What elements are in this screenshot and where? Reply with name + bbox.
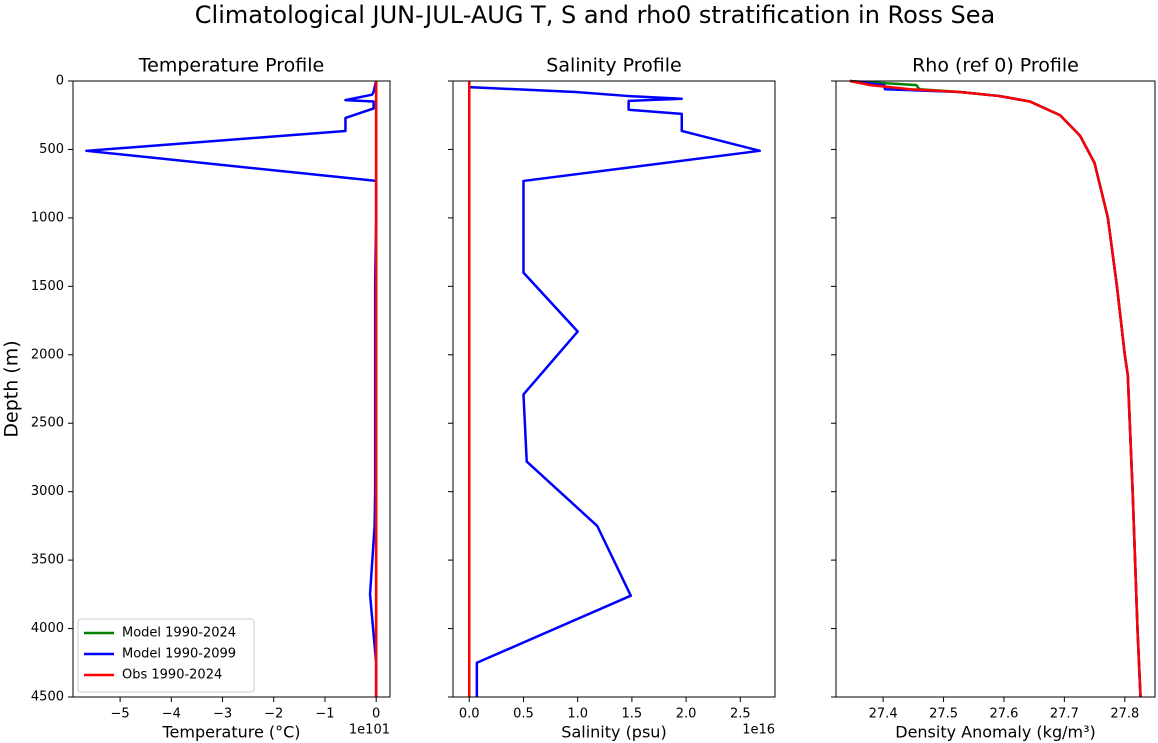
x-axis-label: Temperature (°C) (161, 723, 300, 742)
x-tick-label: 2.5 (730, 707, 751, 722)
x-axis-label: Density Anomaly (kg/m³) (895, 723, 1095, 742)
x-tick-label: 2.0 (676, 707, 697, 722)
x-tick-label: 0 (372, 707, 380, 722)
plot-frame (452, 80, 776, 698)
y-axis-label: Depth (m) (1, 340, 23, 437)
legend-label: Model 1990-2099 (122, 647, 236, 662)
subplot-title: Salinity Profile (546, 55, 681, 77)
y-tick-label: 500 (39, 142, 64, 157)
x-tick-label: 27.4 (869, 707, 898, 722)
x-tick-label: −4 (162, 707, 181, 722)
x-tick-label: 0.0 (459, 707, 480, 722)
plot-frame (72, 80, 391, 698)
legend-label: Model 1990-2024 (122, 626, 236, 641)
plot-frame (835, 80, 1156, 698)
subplot-title: Rho (ref 0) Profile (912, 55, 1079, 77)
y-tick-label: 4500 (31, 690, 64, 705)
y-tick-label: 0 (56, 74, 64, 89)
x-tick-label: 27.7 (1050, 707, 1079, 722)
subplot-title: Temperature Profile (138, 55, 324, 77)
x-tick-label: 27.5 (929, 707, 958, 722)
x-tick-label: 27.6 (989, 707, 1018, 722)
figure-title: Climatological JUN-JUL-AUG T, S and rho0… (195, 1, 995, 29)
y-tick-label: 3000 (31, 484, 64, 499)
y-tick-label: 3500 (31, 553, 64, 568)
y-tick-label: 4000 (31, 621, 64, 636)
x-tick-label: 1.0 (567, 707, 588, 722)
y-tick-label: 2000 (31, 347, 64, 362)
x-tick-label: 0.5 (513, 707, 534, 722)
legend-label: Obs 1990-2024 (122, 668, 222, 683)
series-line (85, 80, 378, 697)
x-tick-label: 27.8 (1110, 707, 1139, 722)
legend-box (77, 618, 255, 693)
legend: Model 1990-2024 Model 1990-2099 Obs 1990-2… (77, 618, 255, 693)
y-tick-label: 1500 (31, 279, 64, 294)
x-tick-label: −1 (315, 707, 334, 722)
y-tick-label: 1000 (31, 210, 64, 225)
series-line (468, 81, 762, 697)
x-axis-label: Salinity (psu) (561, 723, 666, 742)
series-line (849, 79, 1142, 698)
x-tick-label: −3 (213, 707, 232, 722)
x-offset-label: 1e16 (742, 723, 775, 738)
x-offset-label: 1e101 (349, 723, 390, 738)
x-tick-label: −5 (111, 707, 130, 722)
x-tick-label: −2 (264, 707, 283, 722)
y-tick-label: 2500 (31, 416, 64, 431)
x-tick-label: 1.5 (622, 707, 643, 722)
